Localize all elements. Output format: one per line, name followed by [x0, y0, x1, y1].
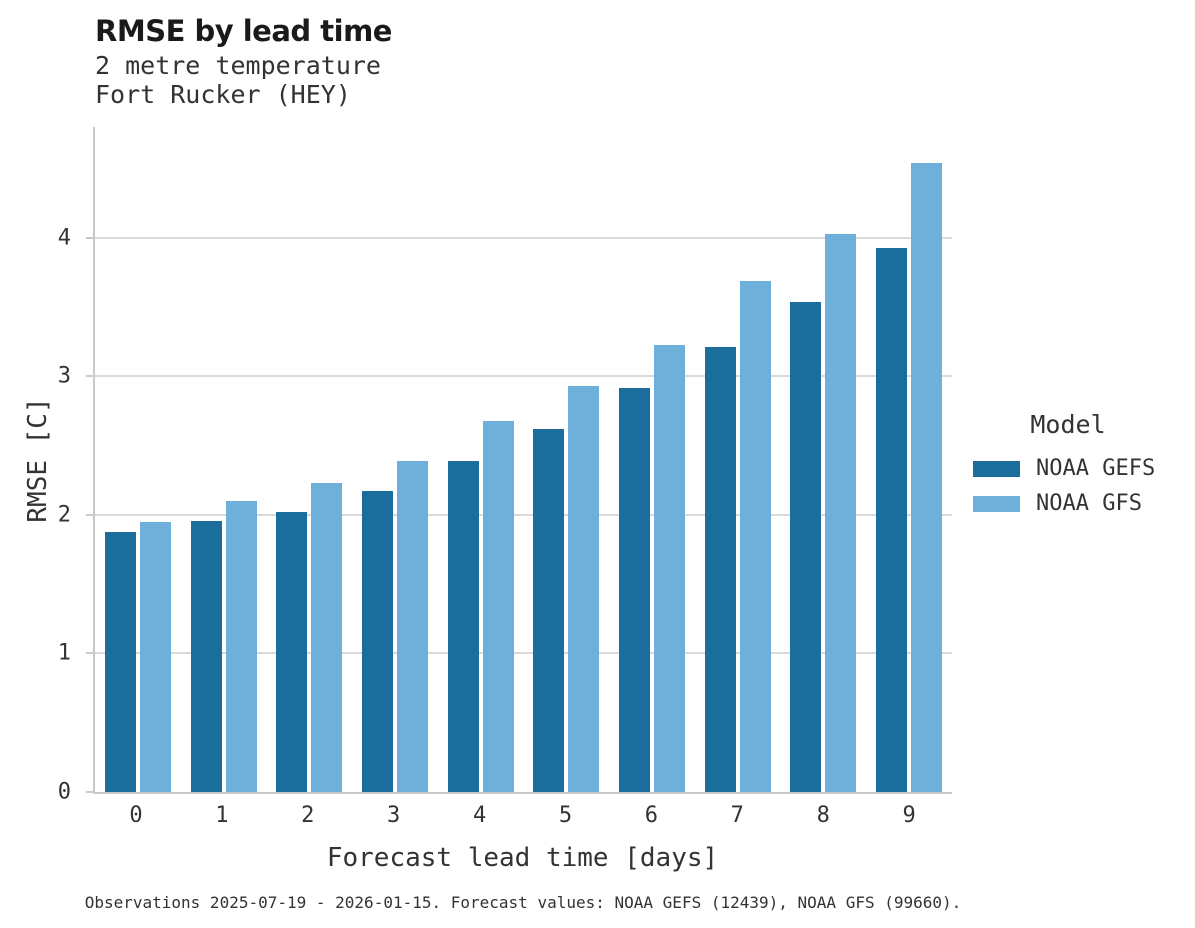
x-tick-label-4: 4: [472, 803, 487, 828]
y-tick-label-4: 4: [57, 225, 71, 251]
plot-area: [93, 127, 952, 794]
bar-group-lead-9: [866, 127, 952, 792]
legend-title: Model: [1030, 410, 1106, 439]
y-tick-mark-0: [86, 791, 93, 793]
x-tick-label-6: 6: [644, 803, 659, 828]
bar-noaa-gefs-lead-8: [790, 301, 822, 792]
bar-noaa-gfs-lead-9: [911, 163, 943, 792]
y-tick-mark-4: [86, 236, 93, 239]
bar-noaa-gefs-lead-5: [533, 429, 565, 792]
y-axis: 0 1 2 3 4: [0, 127, 93, 805]
bar-noaa-gfs-lead-8: [825, 233, 857, 792]
bar-noaa-gfs-lead-1: [225, 501, 257, 792]
bar-noaa-gefs-lead-1: [190, 520, 222, 792]
legend-label-noaa-gfs: NOAA GFS: [1036, 491, 1142, 516]
bar-group-lead-8: [781, 127, 867, 792]
x-tick-label-7: 7: [730, 803, 744, 828]
bar-noaa-gfs-lead-6: [654, 344, 686, 792]
legend-label-noaa-gefs: NOAA GEFS: [1036, 456, 1156, 481]
legend: Model NOAA GEFS NOAA GFS: [973, 410, 1163, 521]
bar-group-lead-2: [266, 127, 352, 792]
gridline-y-3: [95, 375, 952, 378]
x-tick-label-2: 2: [301, 803, 315, 828]
y-tick-mark-3: [86, 375, 93, 378]
bar-noaa-gfs-lead-2: [311, 483, 343, 792]
y-tick-label-3: 3: [57, 363, 71, 389]
caption: Observations 2025-07-19 - 2026-01-15. Fo…: [84, 893, 962, 912]
bar-group-lead-3: [352, 127, 438, 792]
chart-subtitle-line1: 2 metre temperature: [95, 51, 381, 80]
bar-noaa-gfs-lead-0: [139, 521, 171, 792]
bar-group-lead-5: [524, 127, 610, 792]
legend-entry-noaa-gefs: NOAA GEFS: [973, 451, 1163, 486]
x-axis-title: Forecast lead time [days]: [326, 843, 719, 873]
bar-noaa-gefs-lead-3: [361, 491, 393, 792]
bar-noaa-gfs-lead-4: [482, 420, 514, 792]
legend-entries: NOAA GEFS NOAA GFS: [973, 451, 1163, 521]
x-tick-label-0: 0: [129, 803, 143, 828]
x-tick-label-5: 5: [558, 803, 573, 828]
x-tick-label-9: 9: [902, 803, 916, 828]
bar-noaa-gefs-lead-9: [876, 247, 908, 792]
y-tick-mark-2: [86, 513, 93, 516]
bar-noaa-gefs-lead-6: [619, 387, 651, 792]
y-tick-label-2: 2: [57, 502, 71, 528]
gridline-y-4: [95, 236, 952, 239]
bar-group-lead-7: [695, 127, 781, 792]
chart-subtitle: 2 metre temperature Fort Rucker (HEY): [95, 51, 381, 109]
x-tick-label-8: 8: [816, 803, 830, 828]
bar-noaa-gfs-lead-5: [568, 386, 600, 792]
legend-swatch-noaa-gfs: [973, 495, 1020, 512]
legend-swatch-noaa-gefs: [973, 460, 1020, 477]
bar-noaa-gefs-lead-7: [704, 347, 736, 792]
bar-noaa-gefs-lead-4: [447, 460, 479, 792]
x-axis-tick-labels: 0 1 2 3 4 5 6 7 8 9: [93, 803, 952, 828]
legend-entry-noaa-gfs: NOAA GFS: [973, 486, 1163, 521]
bar-group-lead-0: [95, 127, 181, 792]
bar-noaa-gfs-lead-3: [396, 460, 428, 792]
bar-noaa-gefs-lead-0: [104, 531, 136, 792]
bar-group-lead-1: [181, 127, 267, 792]
x-tick-label-1: 1: [215, 803, 229, 828]
chart-subtitle-line2: Fort Rucker (HEY): [95, 80, 351, 109]
x-tick-label-3: 3: [387, 803, 401, 828]
y-tick-label-1: 1: [57, 640, 71, 666]
chart-title: RMSE by lead time: [95, 14, 392, 48]
bar-group-lead-4: [438, 127, 524, 792]
y-tick-label-0: 0: [57, 779, 71, 805]
gridline-y-1: [95, 652, 952, 655]
bar-noaa-gfs-lead-7: [739, 280, 771, 792]
bar-noaa-gefs-lead-2: [276, 512, 308, 792]
gridline-y-2: [95, 513, 952, 516]
bar-group-lead-6: [609, 127, 695, 792]
y-tick-mark-1: [86, 652, 93, 655]
